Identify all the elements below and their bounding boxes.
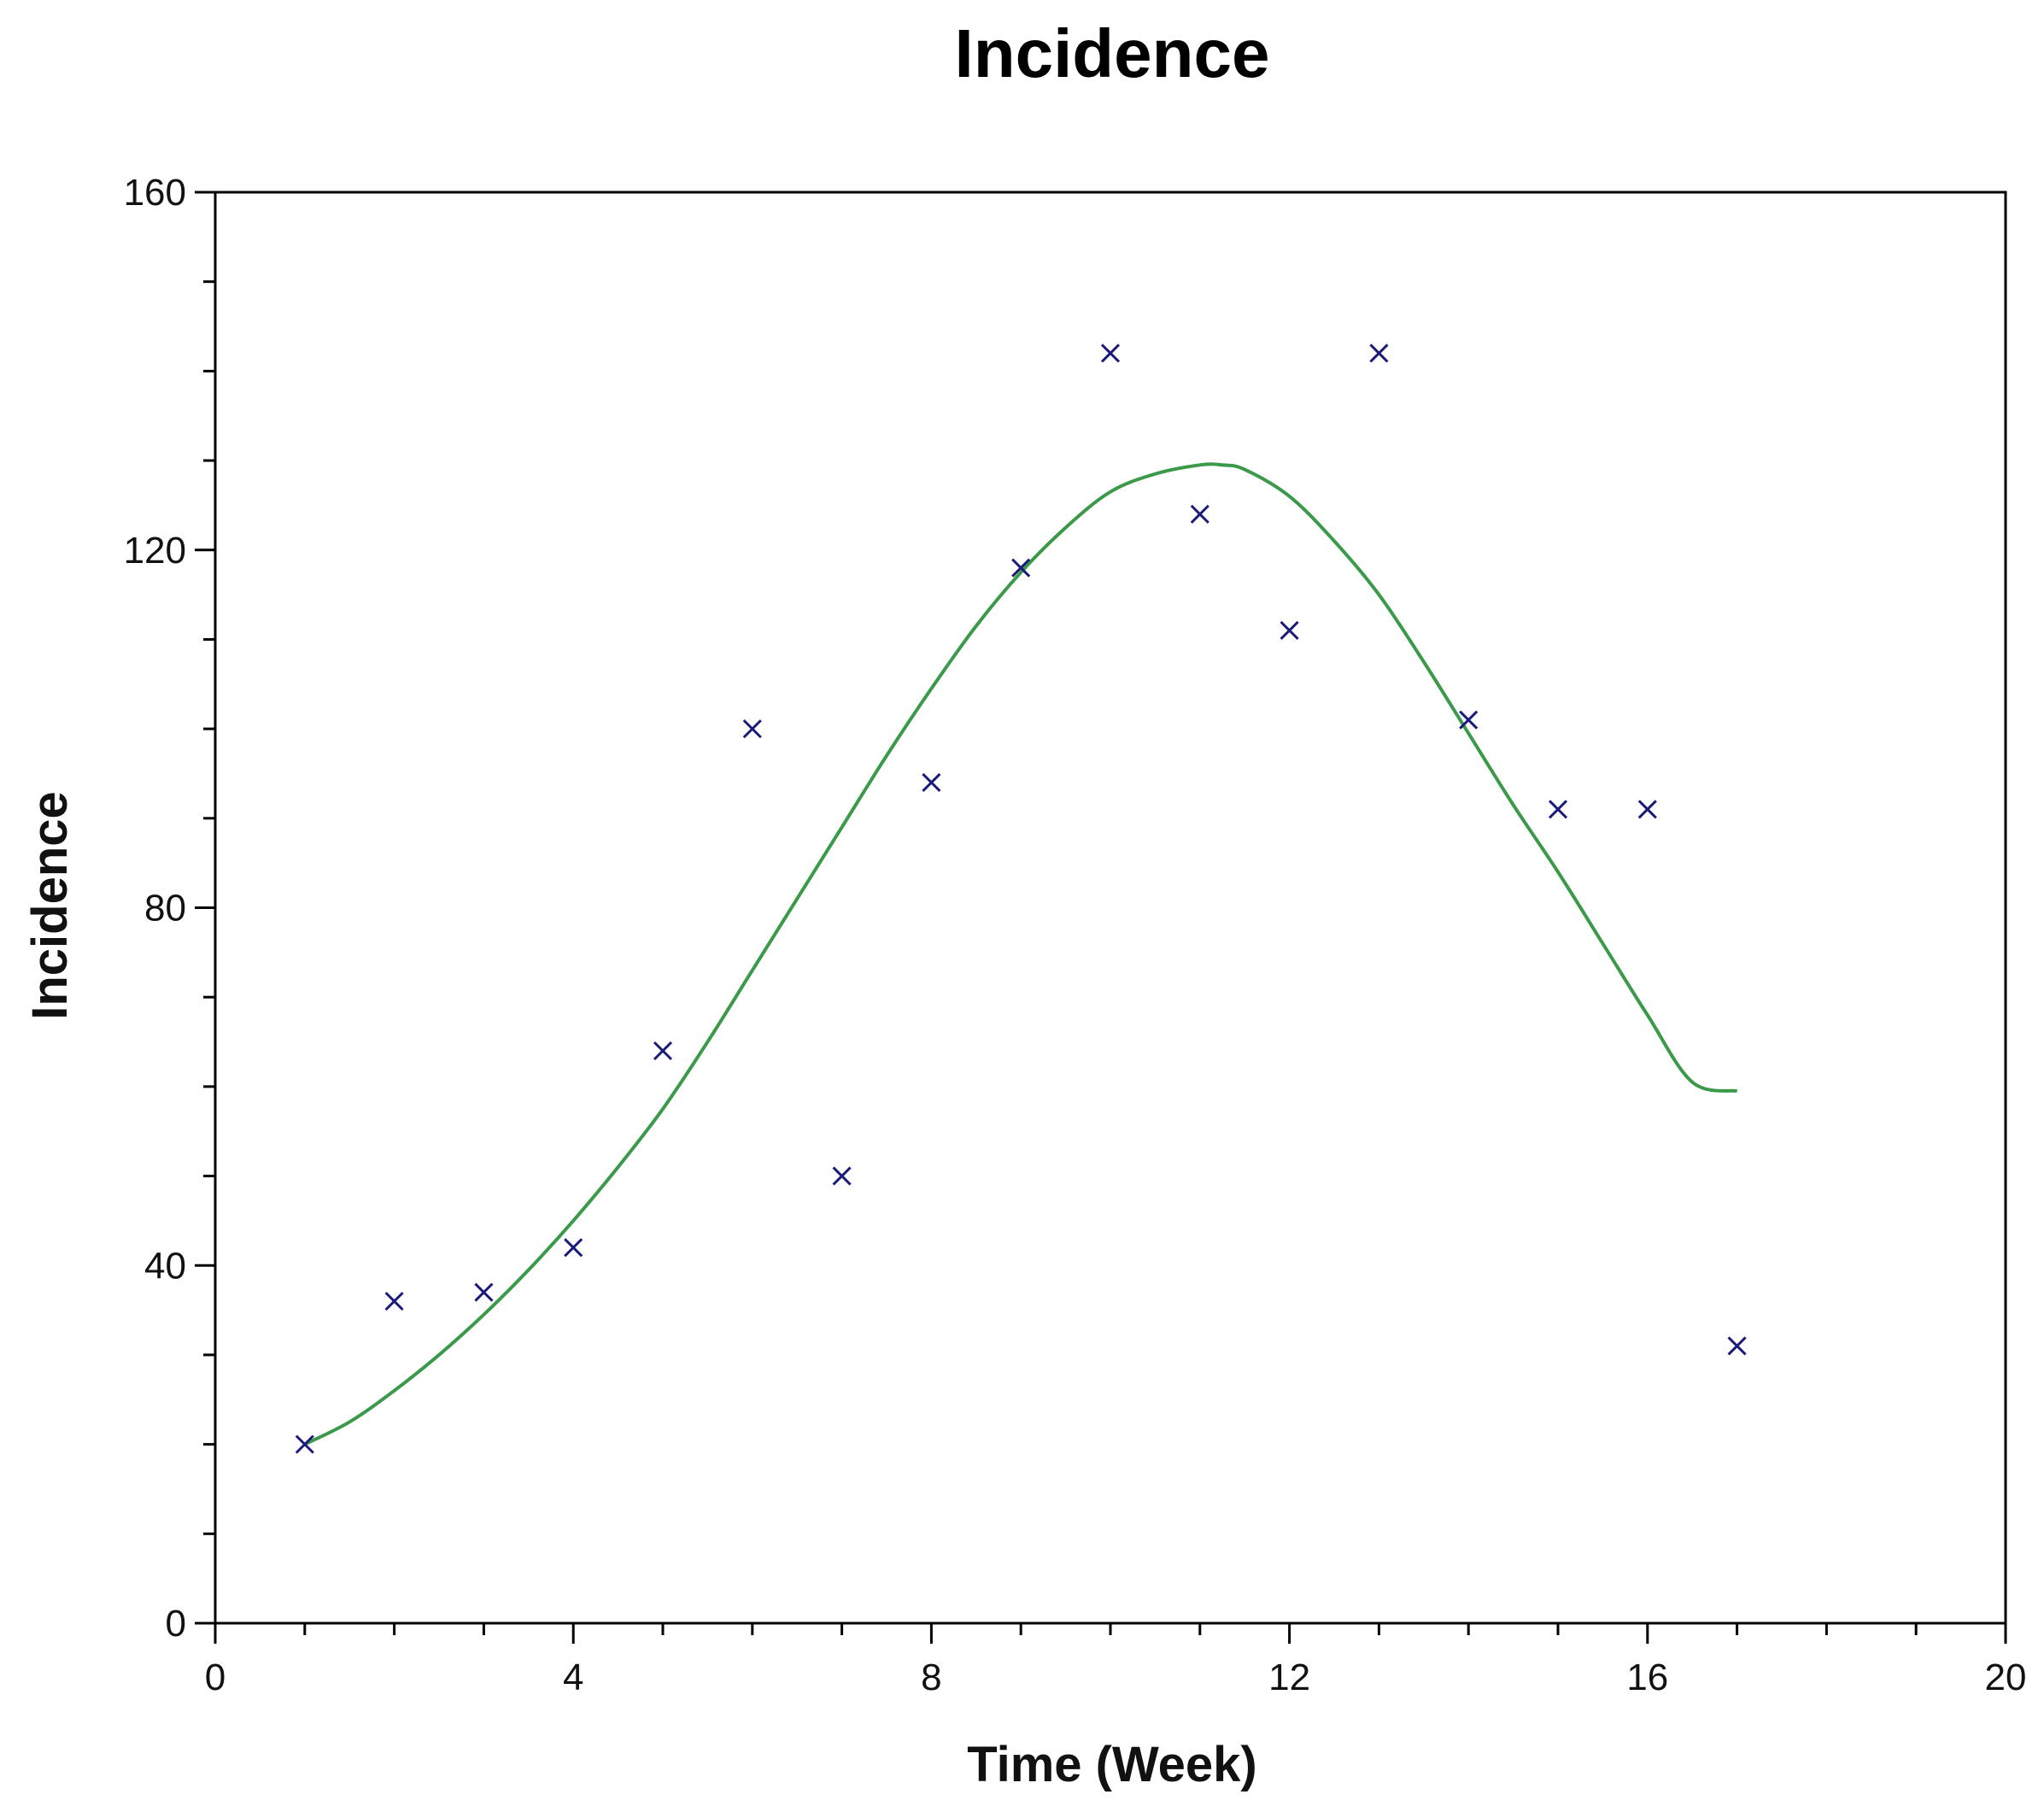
x-tick-label: 16 xyxy=(1626,1657,1668,1698)
data-point-marker xyxy=(653,1041,673,1061)
data-point-marker xyxy=(1100,343,1121,363)
observed-points-group xyxy=(295,343,1747,1454)
y-axis-label: Incidence xyxy=(22,791,78,1020)
y-tick-label: 80 xyxy=(144,888,186,929)
data-point-marker xyxy=(1727,1336,1747,1356)
data-point-marker xyxy=(1369,343,1389,363)
fitted-curve-line xyxy=(303,462,1737,1446)
y-tick-label: 160 xyxy=(124,172,186,214)
x-tick-label: 20 xyxy=(1985,1657,2027,1698)
x-tick-label: 12 xyxy=(1268,1657,1310,1698)
x-tick-label: 4 xyxy=(563,1657,583,1698)
data-point-marker xyxy=(1011,558,1031,578)
fitted-curve-group xyxy=(303,462,1737,1446)
plot-axes xyxy=(214,191,2007,1625)
data-point-marker xyxy=(1459,710,1479,730)
y-tick-label: 120 xyxy=(124,530,186,572)
data-point-marker xyxy=(384,1292,404,1311)
x-tick-label: 8 xyxy=(921,1657,941,1698)
data-point-marker xyxy=(832,1166,852,1186)
axis-ticks: 0 4 8 12 16 20 0 40 80 120 160 xyxy=(124,172,2027,1698)
data-point-marker xyxy=(1548,800,1568,819)
data-point-marker xyxy=(474,1282,494,1302)
y-tick-label: 0 xyxy=(166,1603,186,1645)
y-tick-label: 40 xyxy=(144,1245,186,1287)
data-point-marker xyxy=(564,1238,583,1258)
data-point-marker xyxy=(1637,800,1657,819)
x-tick-label: 0 xyxy=(205,1657,225,1698)
data-point-marker xyxy=(922,772,941,792)
data-point-marker xyxy=(295,1434,314,1454)
data-point-marker xyxy=(1280,620,1299,641)
data-point-marker xyxy=(1190,504,1209,524)
x-axis-label: Time (Week) xyxy=(967,1737,1257,1792)
chart-title: Incidence xyxy=(954,15,1269,91)
plot-frame xyxy=(214,191,2007,1625)
data-point-marker xyxy=(742,719,762,739)
